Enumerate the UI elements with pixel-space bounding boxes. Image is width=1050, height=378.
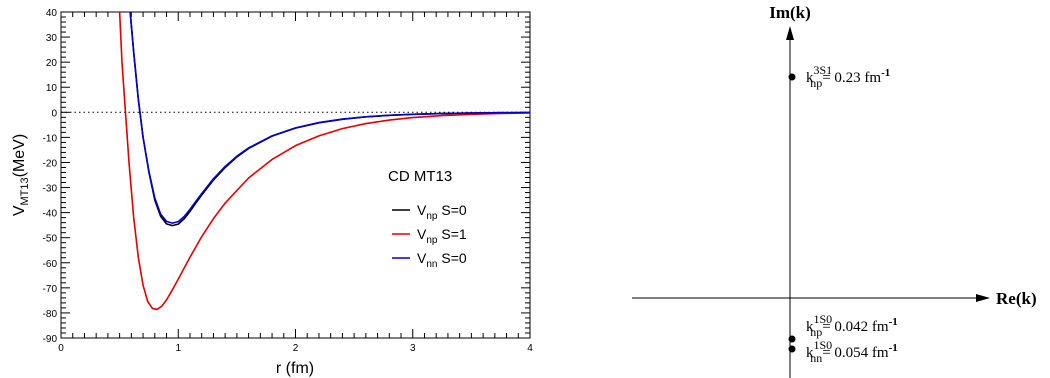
chart-annotation: CD MT13 (388, 168, 452, 185)
x-tick-label: 4 (527, 343, 533, 354)
imaginary-axis-label: Im(k) (769, 3, 811, 22)
y-tick-label: 30 (46, 33, 58, 44)
curve-series-0 (129, 12, 530, 227)
potential-chart: 0 1 2 3 4 40 30 20 10 0 -10 -20 -30 -40 -50 -60 -70 -80 -9… (11, 8, 533, 377)
curve-series-1 (118, 12, 530, 311)
pole-k-nn-1S0 (788, 345, 796, 353)
x-tick-label: 1 (175, 343, 181, 354)
x-axis-label: r (fm) (276, 360, 314, 377)
y-tick-label: -80 (43, 309, 58, 320)
curve-series-2 (129, 12, 530, 224)
y-tick-label: 40 (46, 8, 58, 19)
pole-k-np-1S0 (788, 335, 796, 343)
curves (118, 12, 530, 311)
real-axis-label: Re(k) (996, 289, 1037, 308)
legend-label-0: Vnp S=0 (417, 202, 467, 222)
pole-label-k-nn-1S0: k1S0 nn= 0.054 fm-1 (806, 338, 898, 365)
legend-label-2: Vnn S=0 (417, 250, 467, 270)
plot-frame (60, 11, 531, 339)
y-tick-label: -90 (43, 334, 58, 345)
y-tick-label: -40 (43, 209, 58, 220)
y-tick-label: -30 (43, 184, 58, 195)
y-tick-label: 0 (51, 108, 57, 119)
x-tick-label: 0 (58, 343, 64, 354)
pole-label-k-np-1S0: k1S0 np= 0.042 fm-1 (806, 312, 898, 339)
legend-label-1: Vnp S=1 (417, 226, 467, 246)
pole-k-np-3S1 (788, 73, 796, 81)
real-axis-arrow (976, 294, 990, 302)
x-tick-label: 2 (293, 343, 299, 354)
x-tick-label: 3 (410, 343, 416, 354)
tick-labels: 0 1 2 3 4 40 30 20 10 0 -10 -20 -30 -40 -50 -60 -70 -80 -9… (43, 8, 534, 354)
imaginary-axis-arrow (786, 26, 794, 40)
y-tick-label: -70 (43, 284, 58, 295)
y-tick-label: -20 (43, 158, 58, 169)
axis-ticks (60, 11, 531, 339)
y-tick-label: 20 (46, 58, 58, 69)
y-tick-label: -10 (43, 133, 58, 144)
pole-label-k-np-3S1: k3S1 np= 0.23 fm-1 (806, 63, 890, 90)
y-tick-label: -50 (43, 234, 58, 245)
legend: Vnp S=0 Vnp S=1 Vnn S=0 (392, 202, 467, 270)
y-tick-label: 10 (46, 83, 58, 94)
y-tick-label: -60 (43, 259, 58, 270)
k-plane-diagram: Im(k) Re(k) k3S1 np= 0.23 fm-1 k1S0 np= 0.… (632, 3, 1037, 378)
y-axis-label: VMT13(MeV) (11, 134, 31, 216)
